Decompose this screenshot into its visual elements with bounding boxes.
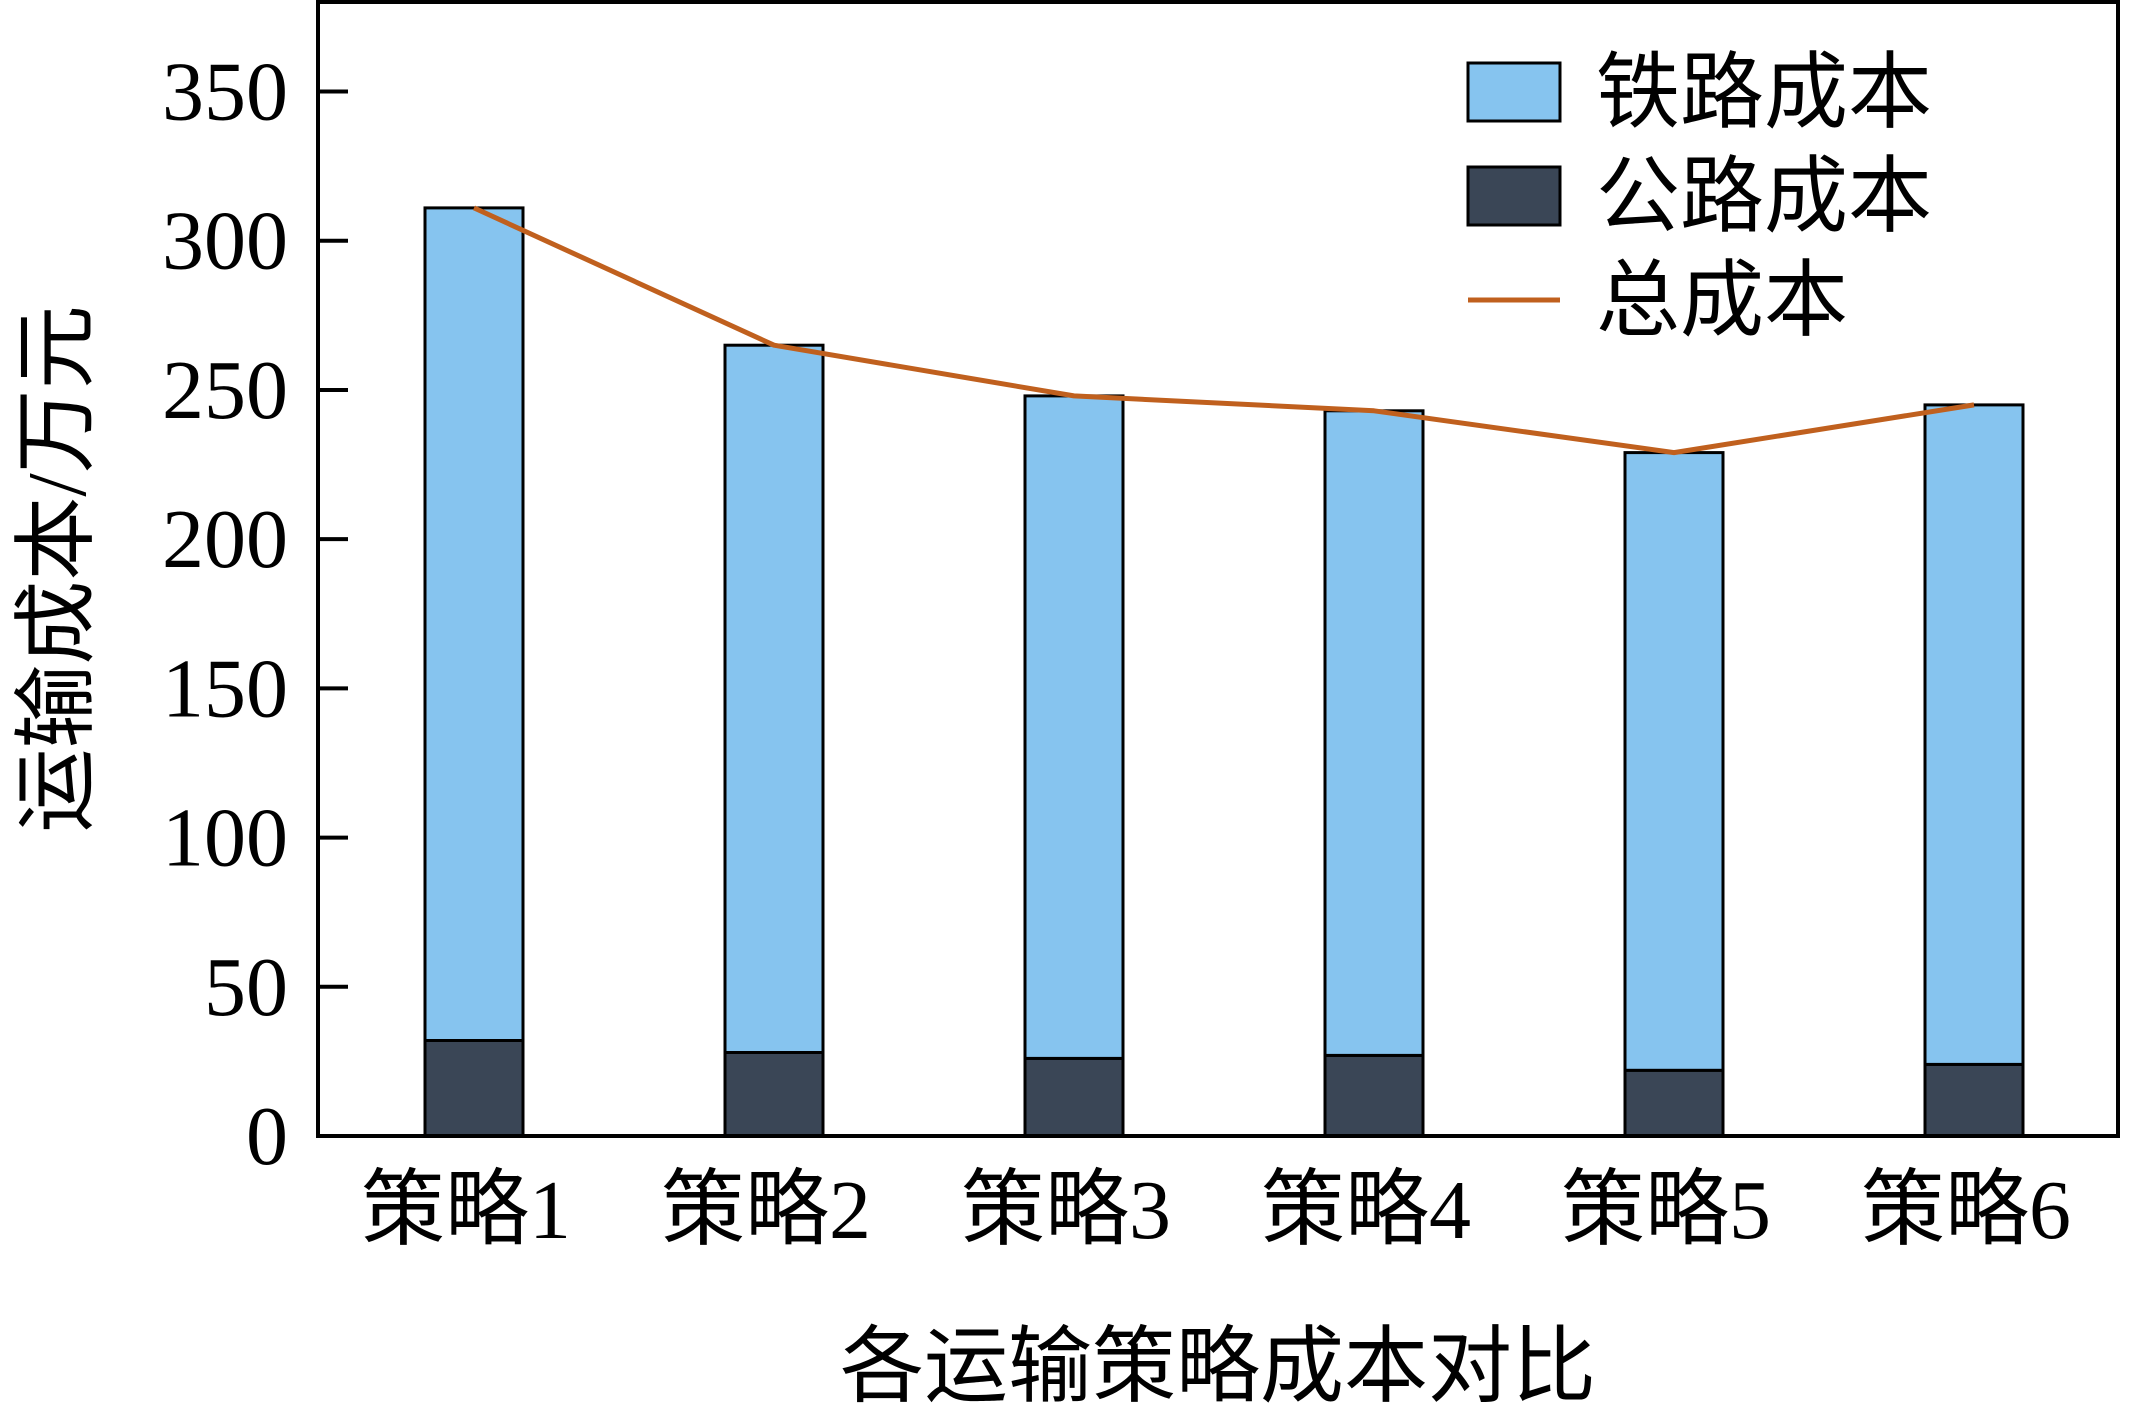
y-axis: 0 50 100 150 200 250 300 350 [162, 46, 348, 1183]
x-category-label-2: 策略2 [661, 1164, 871, 1257]
y-tick-label-250: 250 [162, 344, 288, 437]
bar-rail-4 [1323, 409, 1425, 1057]
bar-rail-6 [1923, 403, 2025, 1066]
y-tick-label-150: 150 [162, 642, 288, 735]
bar-rail-2 [723, 343, 825, 1054]
total-cost-line [472, 205, 1975, 456]
legend-label-3: 总成本 [1596, 255, 1848, 348]
bar-road-3 [1023, 1056, 1125, 1138]
bar-rail-5 [1623, 451, 1725, 1072]
legend-label-1: 铁路成本 [1596, 47, 1932, 140]
legend-swatch-2 [1466, 165, 1562, 227]
bar-road-5 [1623, 1068, 1725, 1138]
x-category-label-1: 策略1 [361, 1164, 571, 1257]
bar-rail-3 [1023, 394, 1125, 1060]
x-category-label-6: 策略6 [1861, 1164, 2071, 1257]
y-tick-label-200: 200 [162, 493, 288, 586]
x-category-label-5: 策略5 [1561, 1164, 1771, 1257]
bar-road-2 [723, 1050, 825, 1138]
plot-area-frame [316, 0, 2120, 1138]
legend-swatch-1 [1466, 61, 1562, 123]
y-axis-title: 运输成本/万元 [11, 305, 104, 832]
x-axis: 策略1 策略2 策略3 策略4 策略5 策略6 [361, 1164, 2071, 1257]
x-axis-title: 各运输策略成本对比 [840, 1321, 1596, 1414]
bars-layer [423, 206, 2025, 1138]
bar-rail-1 [423, 206, 525, 1042]
y-tick-label-300: 300 [162, 195, 288, 288]
y-tick-label-50: 50 [204, 941, 288, 1034]
y-tick-label-0: 0 [246, 1090, 288, 1183]
x-category-label-3: 策略3 [961, 1164, 1171, 1257]
total-cost-line-layer [472, 205, 1975, 456]
legend-label-2: 公路成本 [1596, 151, 1932, 244]
bar-road-6 [1923, 1062, 2025, 1138]
y-tick-label-350: 350 [162, 46, 288, 139]
bar-road-4 [1323, 1053, 1425, 1138]
y-tick-label-100: 100 [162, 792, 288, 885]
bar-road-1 [423, 1039, 525, 1138]
x-category-label-4: 策略4 [1261, 1164, 1471, 1257]
